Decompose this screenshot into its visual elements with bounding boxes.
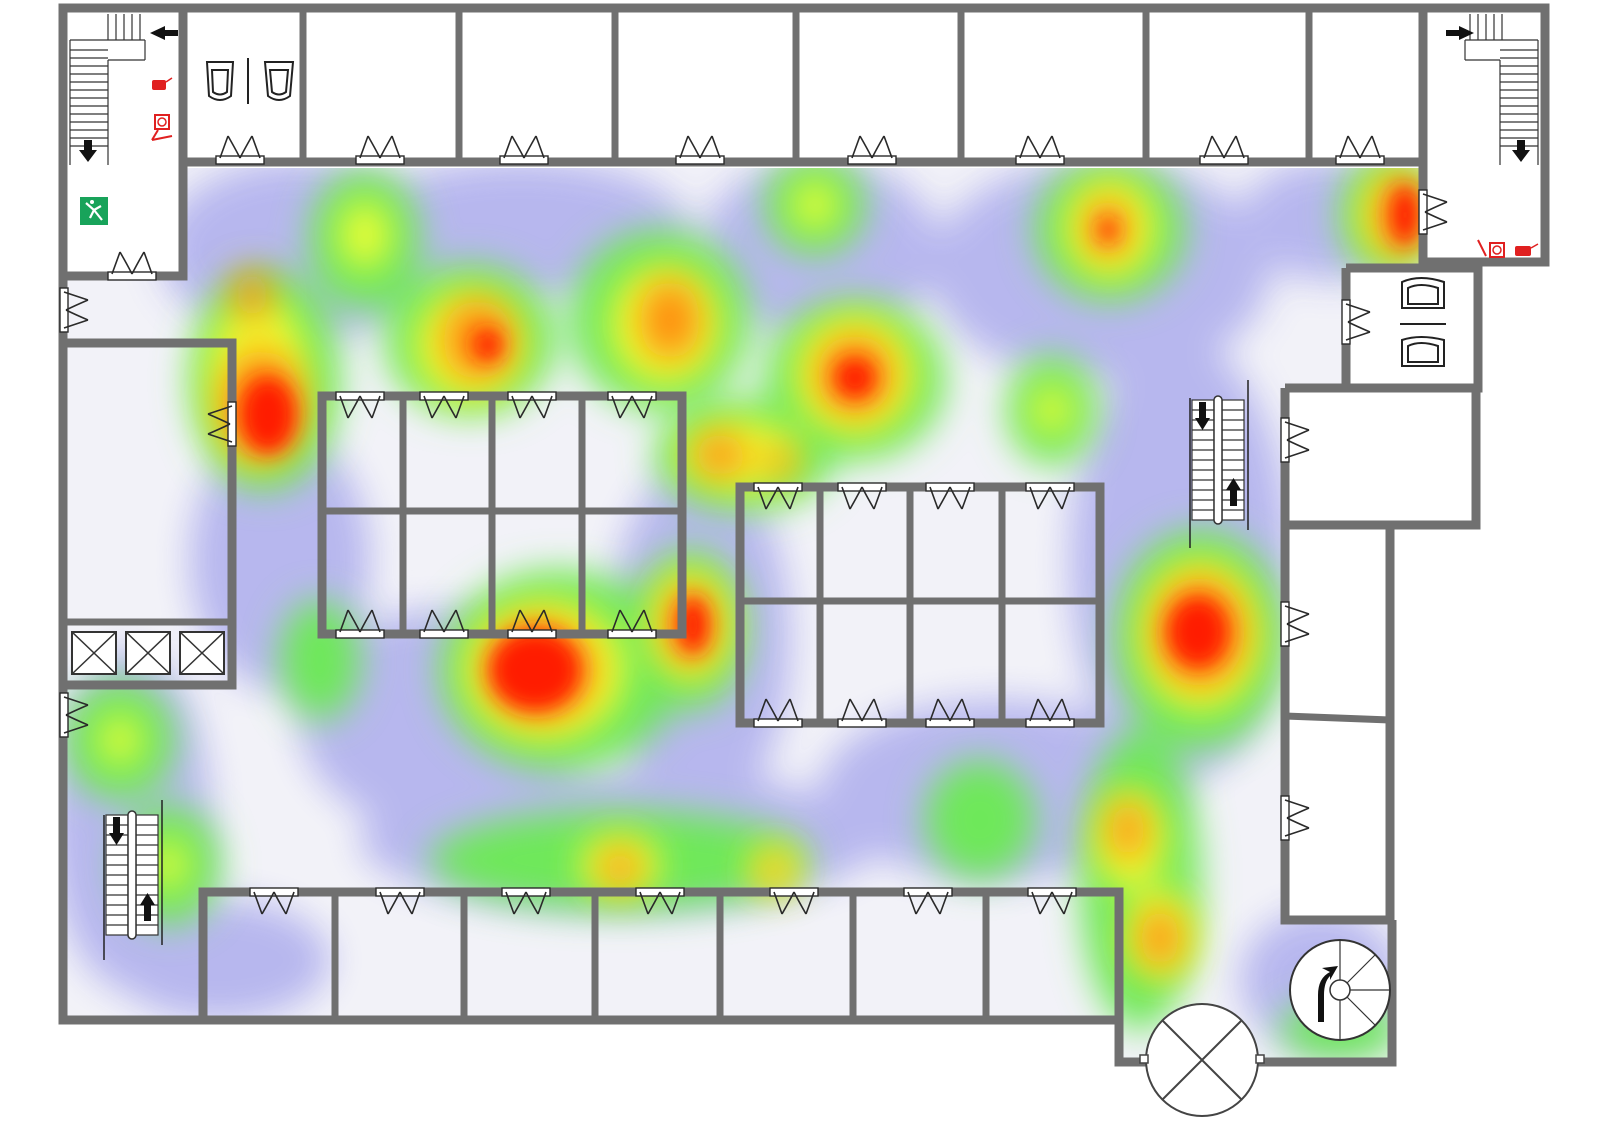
door-icon [1280, 795, 1310, 841]
door-icon [207, 401, 237, 447]
toilet-icon [205, 61, 235, 101]
door-icon [1280, 601, 1310, 647]
door-icon [925, 698, 975, 728]
door-icon [675, 135, 725, 165]
door-icon [501, 887, 551, 915]
door-icon [1199, 135, 1249, 165]
door-icon [215, 135, 265, 165]
door-icon [507, 609, 557, 639]
door-icon [607, 391, 657, 419]
fire-hose-icon [151, 114, 173, 141]
door-icon [1335, 135, 1385, 165]
escalator-icon [103, 800, 163, 960]
door-icon [635, 887, 685, 915]
door-icon [837, 482, 887, 510]
door-icon [1015, 135, 1065, 165]
door-icon [335, 391, 385, 419]
fire-extinguisher-icon [1515, 243, 1539, 256]
elevator-icon [125, 631, 171, 675]
toilet-icon [263, 61, 295, 101]
door-icon [925, 482, 975, 510]
revolving-door-icon [1139, 1003, 1265, 1117]
spiral-stair-icon [1289, 939, 1391, 1041]
door-icon [1025, 698, 1075, 728]
elevator-icon [179, 631, 225, 675]
door-icon [59, 287, 89, 333]
escalator-icon [1189, 380, 1249, 548]
door-icon [1280, 417, 1310, 463]
door-icon [769, 887, 819, 915]
doors [59, 135, 1448, 915]
door-icon [1341, 299, 1371, 345]
door-icon [847, 135, 897, 165]
stair-icon [69, 14, 178, 165]
door-icon [499, 135, 549, 165]
door-icon [107, 251, 157, 281]
exit-sign-icon [80, 197, 108, 225]
walls [58, 3, 1550, 1067]
door-icon [903, 887, 953, 915]
heat-max-zones [240, 185, 1419, 710]
fire-hose-icon [1477, 239, 1505, 258]
door-icon [1027, 887, 1077, 915]
elevator-icon [71, 631, 117, 675]
door-icon [753, 482, 803, 510]
door-icon [419, 391, 469, 419]
heatmap [66, 168, 1425, 1062]
door-icon [419, 609, 469, 639]
door-icon [355, 135, 405, 165]
door-icon [249, 887, 299, 915]
door-icon [59, 692, 89, 738]
fire-extinguisher-icon [152, 77, 173, 90]
door-icon [1025, 482, 1075, 510]
door-icon [607, 609, 657, 639]
toilet-icon [1401, 277, 1445, 309]
toilet-icon [1401, 336, 1445, 367]
door-icon [335, 609, 385, 639]
door-icon [837, 698, 887, 728]
door-icon [507, 391, 557, 419]
door-icon [375, 887, 425, 915]
door-icon [753, 698, 803, 728]
door-icon [1418, 189, 1448, 235]
stair-icon [1446, 14, 1539, 165]
